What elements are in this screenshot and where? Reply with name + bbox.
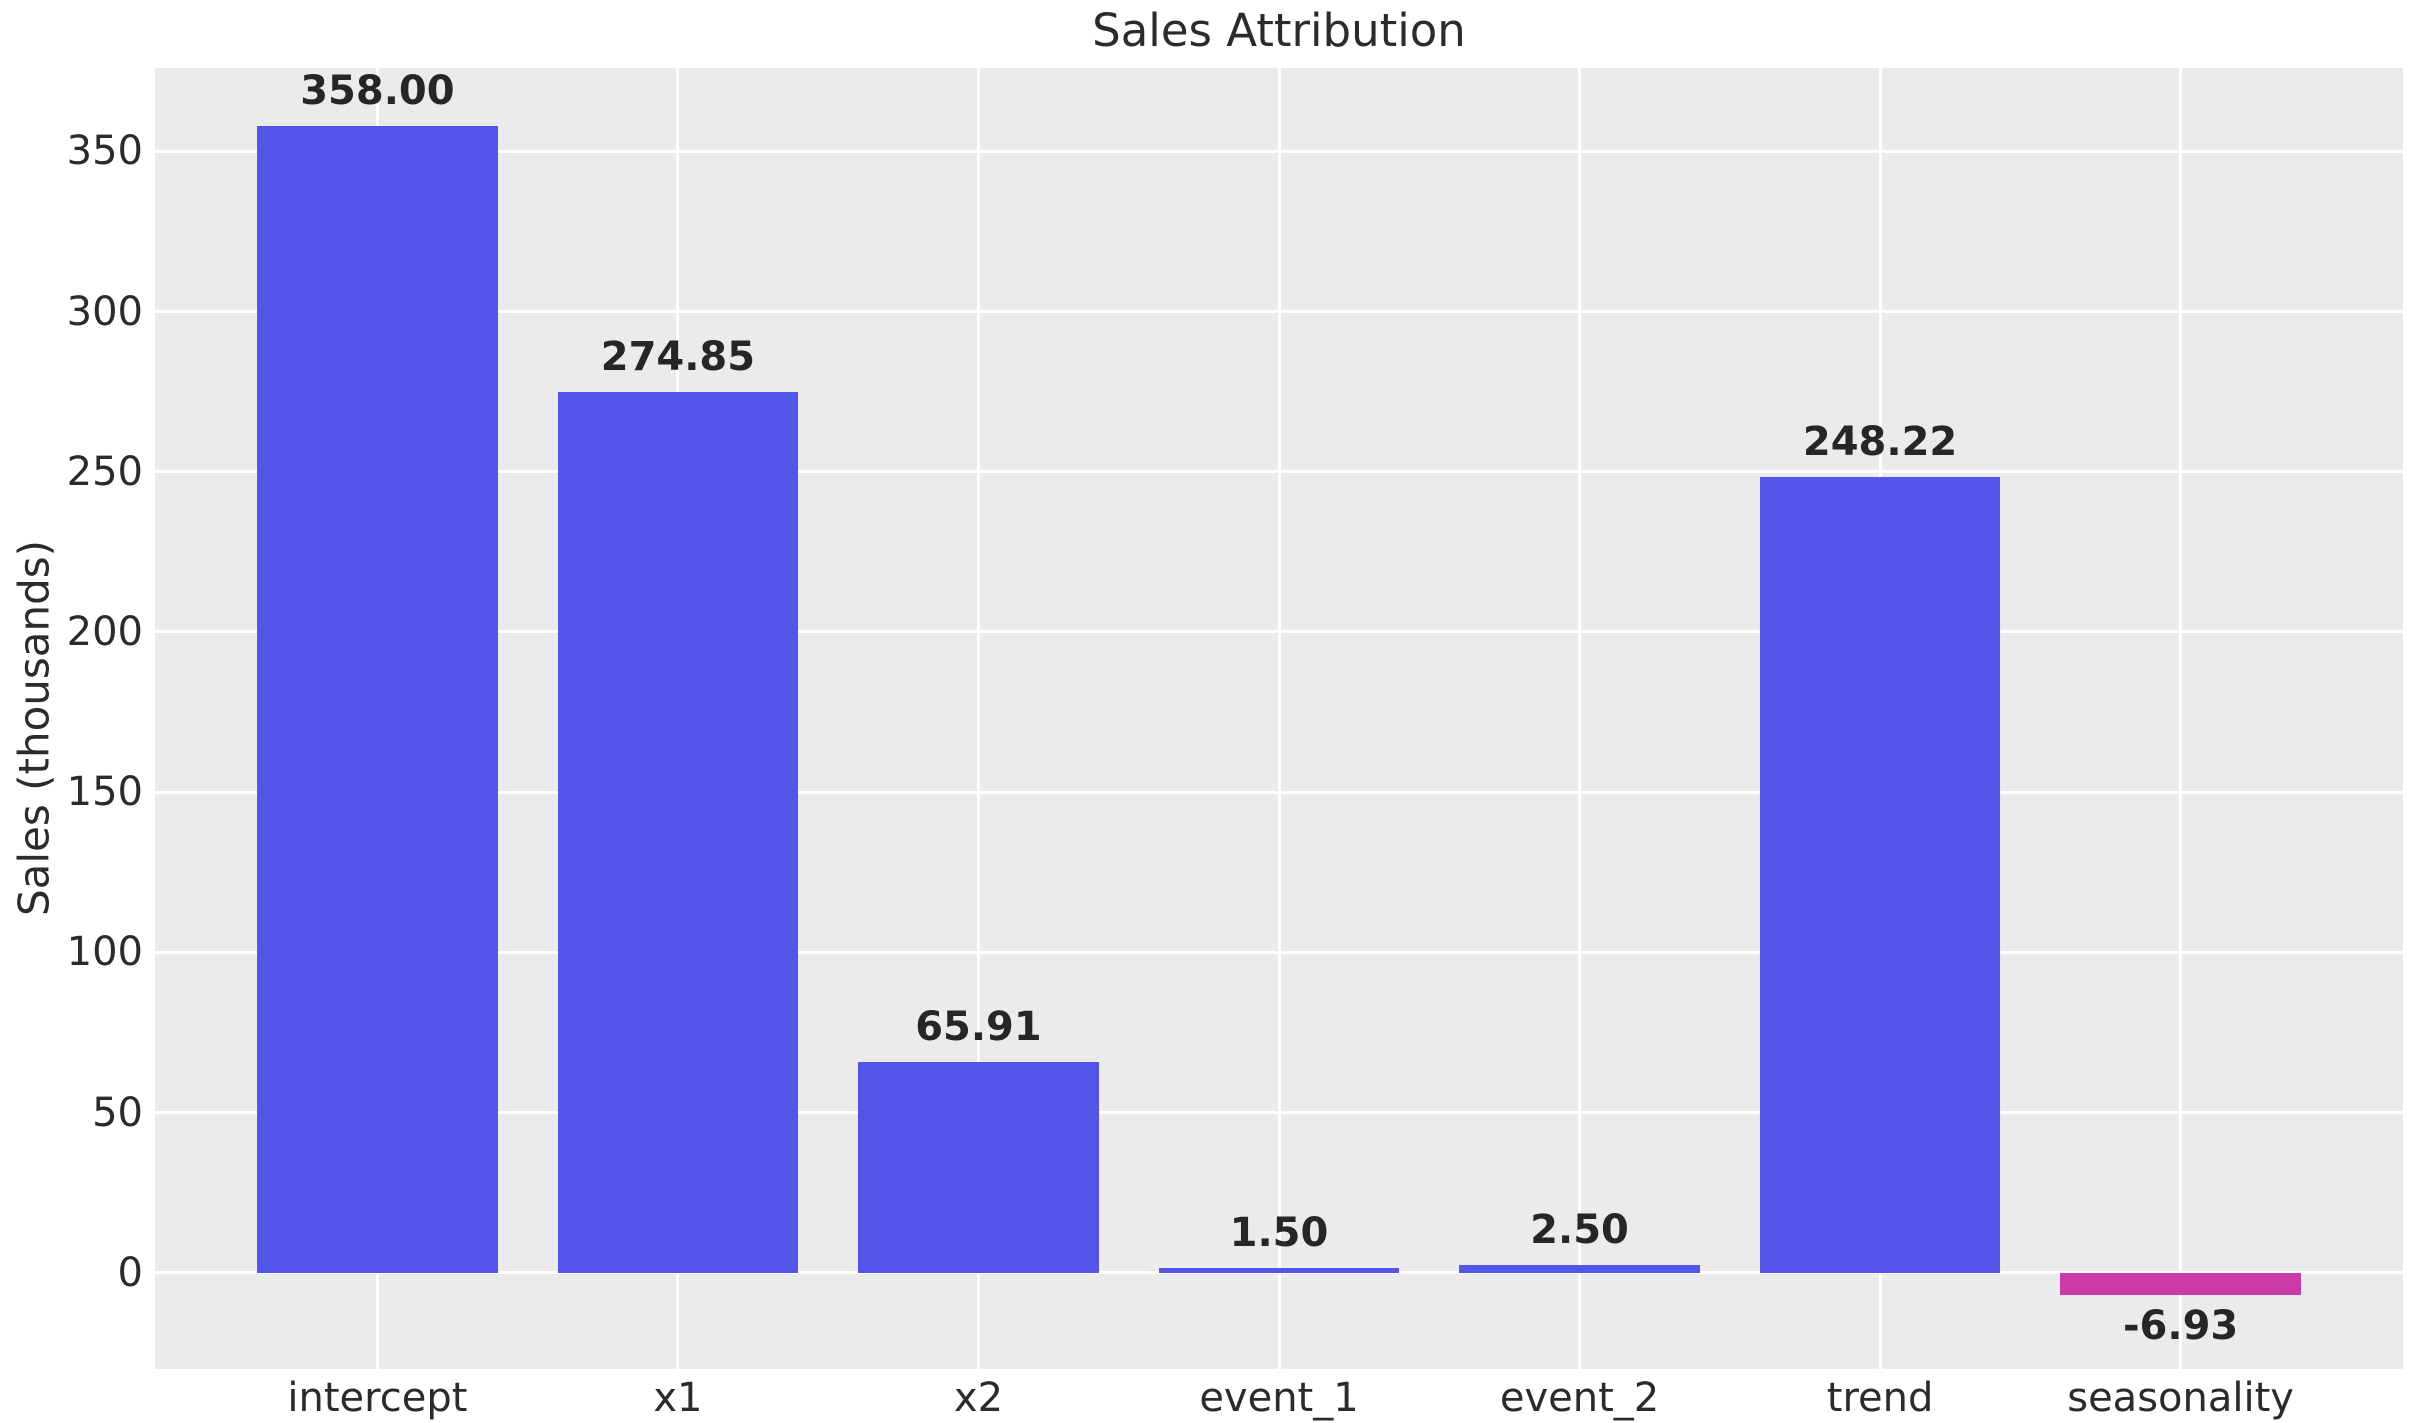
bar-value-label-seasonality: -6.93 bbox=[2122, 1303, 2239, 1350]
y-tick-label-150: 150 bbox=[66, 769, 143, 816]
bar-event_1 bbox=[1158, 1268, 1400, 1273]
y-tick-label-250: 250 bbox=[66, 448, 143, 495]
bar-value-label-event_2: 2.50 bbox=[1530, 1206, 1629, 1253]
y-tick-label-300: 300 bbox=[66, 288, 143, 335]
chart-title: Sales Attribution bbox=[1092, 4, 1466, 57]
bar-value-label-intercept: 358.00 bbox=[300, 67, 455, 114]
x-gridline-event_1 bbox=[1277, 68, 1281, 1369]
y-axis-label: Sales (thousands) bbox=[9, 539, 59, 917]
bar-value-label-event_1: 1.50 bbox=[1229, 1210, 1329, 1257]
y-tick-label-100: 100 bbox=[66, 929, 143, 976]
x-tick-label-trend: trend bbox=[1826, 1375, 1934, 1421]
x-tick-label-x1: x1 bbox=[653, 1375, 703, 1421]
x-tick-label-event_2: event_2 bbox=[1499, 1375, 1660, 1421]
bar-seasonality bbox=[2060, 1272, 2301, 1296]
bar-x1 bbox=[557, 392, 799, 1273]
bar-value-label-trend: 248.22 bbox=[1802, 419, 1958, 466]
bar-event_2 bbox=[1459, 1264, 1700, 1273]
bar-trend bbox=[1759, 477, 2001, 1273]
y-tick-label-0: 0 bbox=[117, 1249, 143, 1296]
y-tick-label-50: 50 bbox=[92, 1089, 143, 1136]
bar-value-label-x1: 274.85 bbox=[600, 334, 756, 381]
bar-value-label-x2: 65.91 bbox=[915, 1003, 1042, 1050]
y-tick-label-350: 350 bbox=[66, 128, 143, 175]
x-tick-label-seasonality: seasonality bbox=[2067, 1375, 2294, 1421]
bar-x2 bbox=[858, 1061, 1099, 1273]
x-tick-label-event_1: event_1 bbox=[1199, 1375, 1359, 1421]
x-tick-label-x2: x2 bbox=[953, 1375, 1004, 1421]
plot-area: 358.00 274.85 65.91 1.50 2.50 248.22 -6.93 bbox=[155, 68, 2403, 1369]
x-tick-label-intercept: intercept bbox=[287, 1375, 468, 1421]
y-tick-label-200: 200 bbox=[66, 608, 143, 655]
bar-intercept bbox=[257, 125, 498, 1273]
x-gridline-x2 bbox=[976, 68, 980, 1369]
x-gridline-event_2 bbox=[1578, 68, 1582, 1369]
x-gridline-seasonality bbox=[2179, 68, 2183, 1369]
